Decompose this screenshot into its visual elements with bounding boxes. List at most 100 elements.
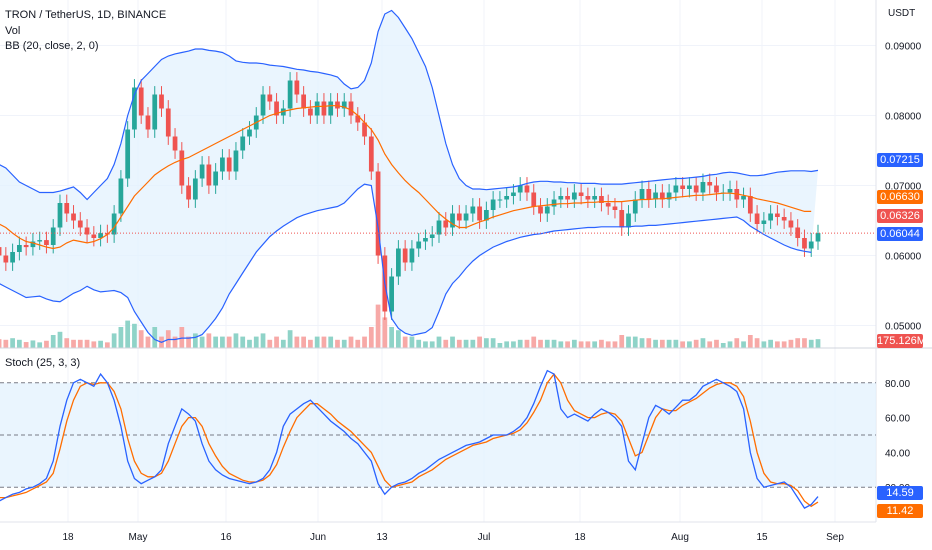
volume-bar: [429, 341, 435, 348]
candle-body: [808, 241, 814, 249]
time-tick-label: Sep: [826, 532, 844, 543]
time-tick-label: 13: [376, 532, 388, 543]
candle-body: [456, 213, 462, 221]
candle-body: [646, 189, 652, 200]
candle: [348, 93, 354, 124]
candle-body: [287, 80, 293, 109]
volume-bar: [463, 339, 469, 348]
volume-legend: Vol: [5, 25, 21, 37]
price-tick-label: 0.09000: [885, 42, 922, 53]
volume-bar: [294, 336, 300, 348]
price-tick-label: 0.06000: [885, 252, 922, 263]
price-tick-label: 0.05000: [885, 322, 922, 333]
candle-body: [172, 136, 178, 151]
candle: [470, 198, 476, 222]
candle: [186, 177, 191, 208]
candle: [456, 205, 462, 229]
candle: [815, 224, 821, 250]
candle: [301, 86, 307, 117]
volume-bar: [132, 323, 137, 348]
volume-bar: [199, 336, 205, 348]
volume-bar: [3, 339, 9, 348]
bb-upper-line: [0, 9, 819, 201]
candle: [741, 187, 746, 208]
candle-body: [673, 185, 679, 193]
candle: [84, 219, 90, 243]
volume-bar: [375, 304, 381, 348]
volume-bar: [57, 331, 63, 348]
candle: [680, 177, 686, 198]
volume-bar: [524, 339, 530, 348]
candle: [788, 212, 794, 236]
volume-bar: [612, 341, 618, 348]
candle: [355, 107, 361, 131]
volume-bar: [348, 336, 354, 348]
candle: [653, 184, 658, 208]
volume-bar: [700, 338, 706, 348]
candle: [524, 177, 530, 201]
candle-body: [490, 199, 496, 210]
volume-bar: [795, 338, 801, 348]
candle-body: [389, 276, 394, 312]
candle: [335, 93, 340, 117]
time-tick-label: Jul: [478, 532, 491, 543]
candle: [0, 247, 2, 256]
candle-body: [504, 196, 510, 200]
volume-bar: [483, 338, 489, 348]
candle: [375, 163, 381, 264]
candles: [0, 72, 821, 320]
candle-body: [267, 94, 273, 102]
candle-body: [125, 129, 131, 179]
candle: [30, 233, 36, 256]
candle-body: [551, 199, 557, 207]
volume-bar: [71, 339, 76, 348]
candle-body: [64, 203, 70, 214]
candle-body: [538, 206, 543, 214]
volume-bar: [213, 336, 219, 348]
volume-bar: [186, 336, 191, 348]
candle-body: [768, 213, 773, 221]
bb-basis-line: [0, 105, 812, 250]
volume-bar: [436, 336, 442, 348]
candle: [274, 93, 279, 124]
candle: [267, 86, 273, 110]
volume-bar: [470, 339, 476, 348]
candle: [396, 240, 401, 285]
volume-bar: [206, 333, 212, 348]
candle-body: [565, 196, 570, 200]
candle: [599, 187, 604, 212]
candle-body: [233, 150, 239, 172]
candle-body: [558, 196, 564, 200]
candle: [646, 180, 652, 208]
candle: [808, 233, 814, 257]
volume-bar: [741, 341, 746, 348]
stoch-k-badge: 14.59: [877, 486, 923, 500]
candle: [775, 205, 780, 226]
candle-body: [423, 238, 428, 242]
volume-bar: [714, 339, 719, 348]
volume-bar: [734, 338, 740, 348]
volume-bar: [362, 336, 367, 348]
candle-body: [781, 217, 787, 221]
candle: [443, 212, 449, 236]
candle-body: [497, 199, 503, 201]
volume-bars: [0, 304, 821, 348]
stoch-d-badge: 11.42: [877, 504, 923, 518]
candle-body: [585, 196, 591, 200]
candle-body: [152, 94, 158, 130]
candle: [247, 121, 252, 145]
candle: [132, 79, 137, 138]
volume-bar: [98, 340, 103, 348]
candle: [632, 191, 638, 222]
candle: [504, 187, 510, 208]
candle: [111, 205, 117, 243]
candle-body: [165, 108, 171, 137]
candle: [666, 184, 672, 208]
candle: [159, 86, 164, 117]
candle-body: [294, 80, 300, 95]
candle: [781, 208, 787, 229]
stoch-tick-label: 40.00: [885, 448, 910, 459]
candle-body: [10, 252, 15, 263]
volume-bar: [544, 339, 550, 348]
